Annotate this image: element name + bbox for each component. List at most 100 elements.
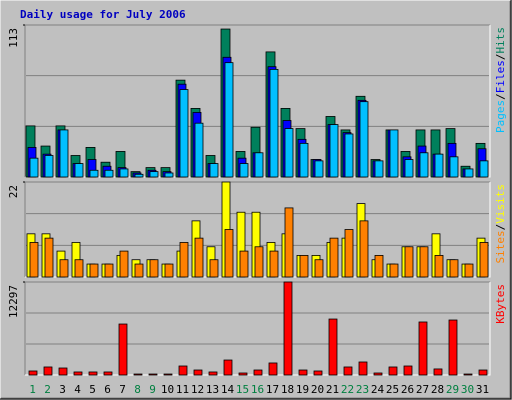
bar: [238, 372, 248, 376]
x-tick-label: 10: [161, 383, 174, 396]
bar: [178, 365, 188, 376]
bar: [464, 168, 474, 178]
bar: [254, 152, 264, 178]
bar: [284, 128, 294, 178]
bar: [434, 255, 444, 278]
bar: [118, 323, 128, 376]
bar: [359, 101, 369, 178]
bar: [404, 159, 414, 178]
bar: [224, 229, 234, 278]
bar: [284, 207, 294, 278]
bar: [314, 160, 324, 178]
bar: [44, 237, 54, 278]
x-tick-label: 31: [476, 383, 489, 396]
x-tick-label: 20: [311, 383, 324, 396]
bar: [389, 263, 399, 278]
bar: [328, 318, 338, 376]
x-tick-label: 13: [206, 383, 219, 396]
bar: [329, 124, 339, 178]
x-tick-label: 16: [251, 383, 264, 396]
bar: [283, 281, 293, 376]
bar: [103, 371, 113, 376]
legend-entry: KBytes: [494, 284, 507, 324]
bar: [148, 373, 158, 376]
bar: [269, 68, 279, 178]
bar: [404, 246, 414, 278]
bar: [254, 246, 264, 278]
plot-area: [25, 282, 490, 375]
bar: [89, 169, 99, 178]
bar: [463, 373, 473, 376]
bar: [313, 370, 323, 376]
x-tick-label: 25: [386, 383, 399, 396]
legend: Pages/Files/Hits: [494, 27, 507, 133]
bar: [433, 368, 443, 376]
bar: [479, 160, 489, 178]
legend: Sites/Visits: [494, 184, 507, 264]
bar: [44, 155, 54, 178]
x-tick-label: 29: [446, 383, 459, 396]
bar: [448, 319, 458, 376]
x-tick-label: 30: [461, 383, 474, 396]
x-tick-label: 5: [89, 383, 96, 396]
x-tick-label: 28: [431, 383, 444, 396]
bar: [58, 367, 68, 376]
bar: [358, 361, 368, 376]
x-tick-label: 8: [134, 383, 141, 396]
bar: [104, 169, 114, 178]
bar: [149, 259, 159, 278]
bar: [374, 255, 384, 278]
bar: [133, 373, 143, 376]
bar: [194, 237, 204, 278]
bar: [209, 163, 219, 178]
bar: [253, 369, 263, 376]
bar: [298, 369, 308, 376]
bar: [59, 129, 69, 178]
bar: [478, 369, 488, 376]
x-tick-label: 23: [356, 383, 369, 396]
legend-separator: /: [494, 224, 507, 231]
bar: [314, 259, 324, 278]
bar: [179, 89, 189, 178]
bar: [29, 242, 39, 278]
bar: [299, 255, 309, 278]
legend-entry: Pages: [494, 100, 507, 133]
bar: [163, 373, 173, 376]
legend-separator: /: [494, 93, 507, 100]
bar: [329, 237, 339, 278]
bar: [239, 163, 249, 178]
bar: [29, 157, 39, 178]
y-tick-label: 113: [7, 28, 20, 48]
bar: [479, 242, 489, 278]
legend-entry: Files: [494, 60, 507, 93]
bar: [119, 168, 129, 178]
bar: [389, 129, 399, 178]
bar: [268, 362, 278, 376]
legend-separator: /: [494, 54, 507, 61]
bar: [134, 173, 144, 178]
bar: [344, 229, 354, 278]
bar: [419, 152, 429, 178]
x-tick-label: 19: [296, 383, 309, 396]
bar: [223, 359, 233, 376]
x-tick-label: 7: [119, 383, 126, 396]
bar: [193, 369, 203, 376]
bar: [208, 371, 218, 376]
bar: [74, 259, 84, 278]
bar: [299, 142, 309, 178]
x-tick-label: 15: [236, 383, 249, 396]
bar: [403, 365, 413, 376]
legend-entry: Sites: [494, 230, 507, 263]
bar: [344, 133, 354, 178]
bar: [149, 171, 159, 178]
bar: [134, 263, 144, 278]
bar: [164, 172, 174, 178]
bar: [104, 263, 114, 278]
x-tick-label: 1: [29, 383, 36, 396]
x-tick-label: 26: [401, 383, 414, 396]
bar: [388, 366, 398, 376]
bar: [374, 160, 384, 178]
x-tick-label: 2: [44, 383, 51, 396]
